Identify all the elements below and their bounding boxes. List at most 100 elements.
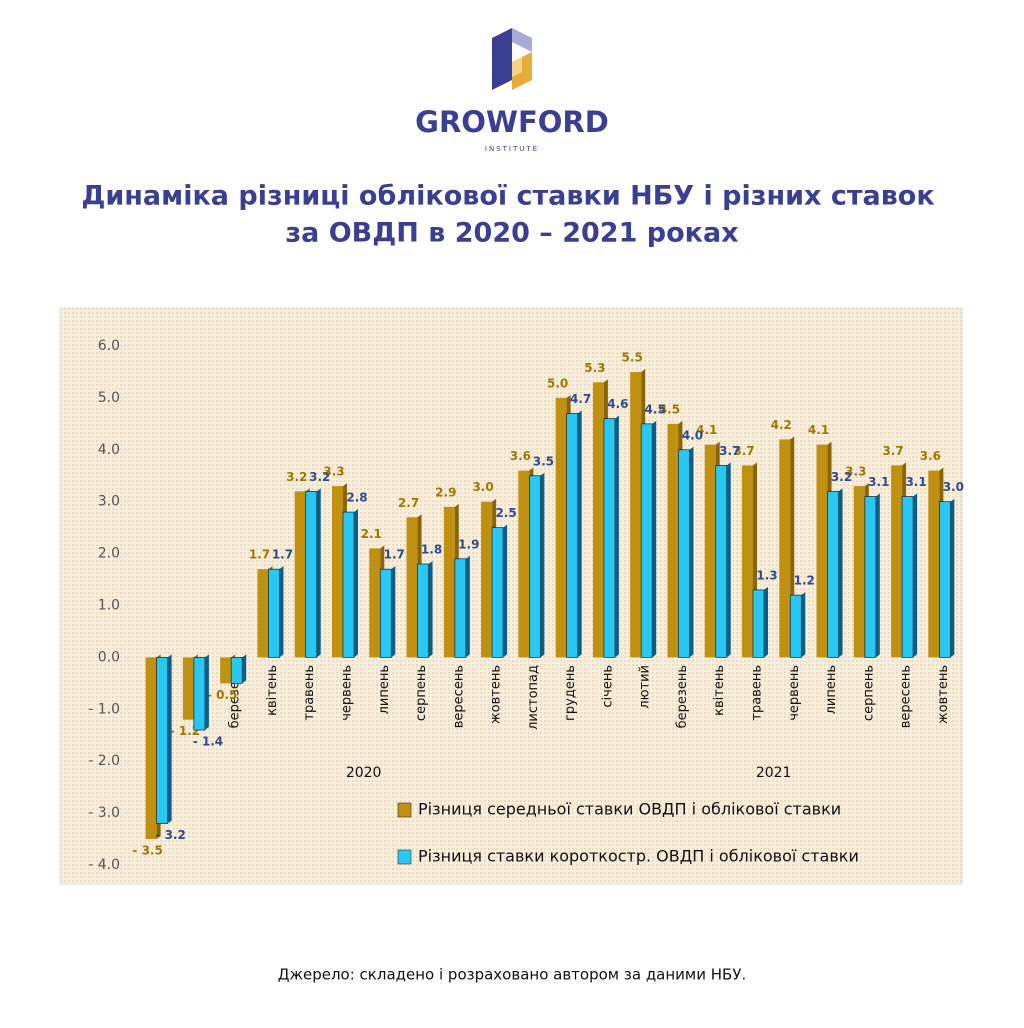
x-tick-label: червень <box>787 665 802 721</box>
value-label: 2.9 <box>435 485 456 499</box>
bar-side <box>540 472 545 658</box>
value-label: 3.1 <box>905 475 926 489</box>
bar <box>220 657 232 684</box>
bar-side <box>316 488 321 658</box>
value-label: - 3.2 <box>155 828 185 842</box>
y-tick-label: 0.0 <box>98 649 120 665</box>
value-label: 4.1 <box>808 423 829 437</box>
bar-side <box>577 410 582 658</box>
value-label: 3.2 <box>286 470 307 484</box>
bar-side <box>354 509 358 658</box>
y-tick-label: - 3.0 <box>88 805 120 821</box>
bar <box>369 548 381 658</box>
y-tick-label: 4.0 <box>98 442 120 458</box>
bar <box>939 501 951 658</box>
y-tick-label: 6.0 <box>98 338 120 354</box>
value-label: 3.7 <box>733 444 754 458</box>
bar <box>704 444 716 658</box>
year-label: 2021 <box>756 765 792 781</box>
y-tick-label: 3.0 <box>98 494 120 510</box>
bar-side <box>950 498 955 658</box>
bar <box>257 569 269 658</box>
bar <box>715 465 728 658</box>
bar <box>816 444 828 658</box>
bar <box>742 465 753 658</box>
bar <box>789 594 802 658</box>
bar <box>827 490 839 658</box>
bar <box>592 382 604 658</box>
x-tick-label: липень <box>377 665 392 714</box>
bar <box>417 563 429 658</box>
bar <box>454 558 467 658</box>
bar <box>193 657 206 731</box>
bar <box>891 465 903 658</box>
value-label: 5.5 <box>622 350 643 364</box>
value-label: 4.1 <box>696 423 717 437</box>
bar <box>667 423 679 658</box>
legend-label: Різниця середньої ставки ОВДП і обліково… <box>418 800 841 819</box>
x-tick-label: вересень <box>899 665 914 728</box>
bar <box>379 568 392 658</box>
source: Джерело: складено і розраховано автором … <box>278 966 747 984</box>
bar-side <box>838 488 843 658</box>
x-tick-label: травень <box>302 665 317 721</box>
x-tick-label: жовтень <box>489 665 504 724</box>
value-label: 3.6 <box>510 449 531 463</box>
legend-swatch <box>397 802 412 818</box>
brand: GROWFORD <box>415 105 609 139</box>
value-label: 2.7 <box>398 496 419 510</box>
bar-side <box>689 446 694 658</box>
value-label: 1.8 <box>421 542 442 556</box>
bar <box>145 657 157 840</box>
chart-title: за ОВДП в 2020 – 2021 роках <box>285 218 738 249</box>
bar-side <box>652 420 657 658</box>
bar <box>864 496 877 658</box>
bar-side <box>726 462 731 658</box>
bar-side <box>428 560 433 658</box>
bar-side <box>204 654 209 731</box>
value-label: 3.3 <box>323 465 344 479</box>
bar <box>332 486 343 658</box>
x-tick-label: квітень <box>265 665 280 716</box>
bar-side <box>801 592 806 658</box>
chart-title: Динаміка різниці облікової ставки НБУ і … <box>81 181 934 212</box>
bar-side <box>167 654 172 824</box>
bar <box>443 506 455 658</box>
bar-side <box>465 555 470 658</box>
bar <box>294 491 306 658</box>
x-tick-label: жовтень <box>936 665 951 724</box>
value-label: - 3.5 <box>132 844 162 858</box>
bar <box>555 397 567 658</box>
bar <box>230 657 243 684</box>
value-label: 3.2 <box>831 470 852 484</box>
y-tick-label: 1.0 <box>98 598 120 614</box>
x-tick-label: березень <box>675 665 690 728</box>
x-tick-label: лютий <box>638 665 653 709</box>
x-tick-label: квітень <box>712 665 727 716</box>
value-label: 5.3 <box>584 361 605 375</box>
value-label: 4.0 <box>682 428 703 442</box>
bar <box>342 511 355 658</box>
bar <box>678 449 690 658</box>
y-tick-label: 2.0 <box>98 546 120 562</box>
value-label: 3.1 <box>868 475 889 489</box>
y-tick-label: - 4.0 <box>88 857 120 873</box>
x-tick-label: травень <box>750 665 765 721</box>
bar <box>603 418 616 658</box>
bar-side <box>875 493 880 658</box>
x-tick-label: серпень <box>861 665 876 721</box>
value-label: 4.7 <box>570 392 591 406</box>
value-label: 3.0 <box>943 480 964 494</box>
x-tick-label: грудень <box>563 665 578 721</box>
value-label: 3.3 <box>845 465 866 479</box>
bar <box>268 568 280 658</box>
chart-panel <box>59 307 963 885</box>
x-tick-label: липень <box>824 665 839 714</box>
bar <box>752 589 765 658</box>
value-label: 4.5 <box>645 402 666 416</box>
bar-side <box>391 566 396 658</box>
value-label: 1.3 <box>756 568 777 582</box>
bar <box>182 657 194 720</box>
x-tick-label: січень <box>600 665 615 708</box>
